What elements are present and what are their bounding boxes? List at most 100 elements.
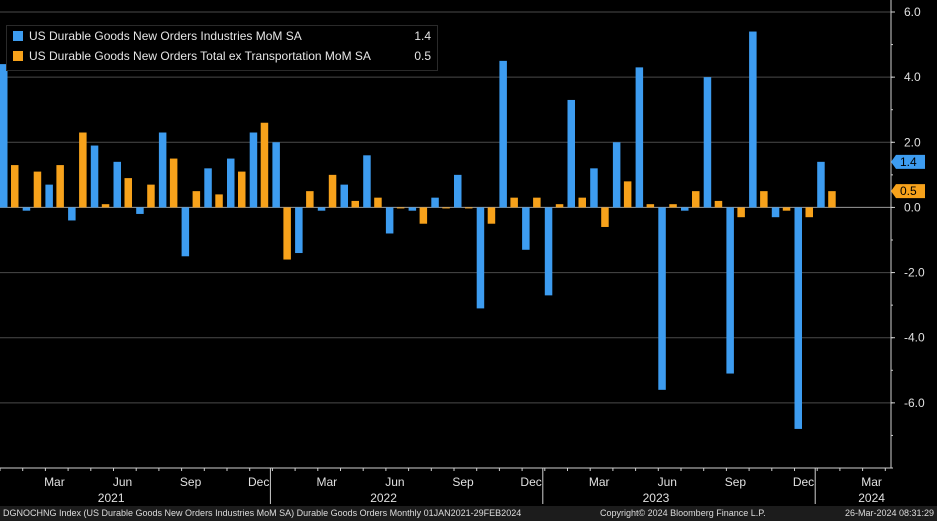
year-label: 2023 xyxy=(643,491,670,505)
bar xyxy=(340,184,348,208)
bar xyxy=(147,184,155,208)
y-tick-label: -2.0 xyxy=(904,266,925,280)
y-tick-label: 0.0 xyxy=(904,200,921,214)
x-tick-label: Jun xyxy=(113,475,132,489)
bar xyxy=(714,200,723,208)
bar xyxy=(260,122,269,208)
bar xyxy=(79,132,87,208)
legend-value: 1.4 xyxy=(414,29,431,43)
footer-source: DGNOCHNG Index (US Durable Goods New Ord… xyxy=(3,508,522,518)
year-label: 2021 xyxy=(98,491,125,505)
bar xyxy=(510,197,518,208)
bar xyxy=(158,132,167,208)
bar xyxy=(33,171,42,208)
x-tick-label: Mar xyxy=(316,475,337,489)
y-tick-label: -4.0 xyxy=(904,331,925,345)
legend-item-ex-transportation: US Durable Goods New Orders Total ex Tra… xyxy=(7,46,437,66)
x-tick-label: Jun xyxy=(658,475,677,489)
bar xyxy=(431,197,439,208)
bar xyxy=(555,204,564,208)
bar xyxy=(533,197,541,208)
bar xyxy=(227,158,235,208)
bar xyxy=(45,184,53,208)
bar xyxy=(396,207,405,209)
bar xyxy=(215,194,223,208)
bar xyxy=(465,207,473,209)
bar xyxy=(22,207,31,211)
bar xyxy=(351,200,359,208)
bar xyxy=(101,204,110,208)
legend-swatch-blue xyxy=(13,31,23,41)
bar xyxy=(782,207,791,211)
bar xyxy=(0,64,8,208)
bar xyxy=(442,207,450,209)
bar xyxy=(408,207,417,211)
bar xyxy=(646,204,655,208)
last-value-label: 0.5 xyxy=(900,184,917,198)
x-tick-label: Mar xyxy=(589,475,610,489)
bar xyxy=(317,207,326,211)
bar xyxy=(328,174,337,208)
x-tick-label: Sep xyxy=(452,475,474,489)
bar xyxy=(612,142,621,208)
bar xyxy=(578,197,586,208)
x-tick-label: Jun xyxy=(385,475,404,489)
last-value-label: 1.4 xyxy=(900,155,917,169)
legend-value: 0.5 xyxy=(414,49,431,63)
footer: DGNOCHNG Index (US Durable Goods New Ord… xyxy=(0,506,937,521)
bar xyxy=(828,191,836,208)
bar xyxy=(419,207,428,224)
bar xyxy=(669,204,677,208)
x-tick-label: Mar xyxy=(44,475,65,489)
y-tick-label: 6.0 xyxy=(904,5,921,19)
x-tick-label: Sep xyxy=(725,475,747,489)
bar xyxy=(238,171,246,208)
bar xyxy=(703,77,712,208)
x-tick-label: Mar xyxy=(861,475,882,489)
bar xyxy=(56,165,64,208)
x-tick-label: Dec xyxy=(793,475,814,489)
year-label: 2022 xyxy=(370,491,397,505)
bar xyxy=(169,158,178,208)
bar xyxy=(817,161,825,208)
bar xyxy=(476,207,485,309)
bar xyxy=(306,191,314,208)
bar xyxy=(658,207,666,390)
bar xyxy=(136,207,144,214)
x-tick-label: Dec xyxy=(520,475,541,489)
bar xyxy=(522,207,530,250)
bar xyxy=(681,207,689,211)
bar xyxy=(805,207,813,218)
legend-label: US Durable Goods New Orders Total ex Tra… xyxy=(29,49,371,63)
bar xyxy=(192,191,201,208)
bar xyxy=(590,168,598,208)
bar xyxy=(90,145,99,208)
bar xyxy=(181,207,190,257)
footer-copyright: Copyright© 2024 Bloomberg Finance L.P. xyxy=(600,508,766,518)
bar xyxy=(760,191,768,208)
bar xyxy=(374,197,382,208)
bar xyxy=(771,207,780,218)
bar xyxy=(726,207,734,374)
bar xyxy=(487,207,496,224)
legend-label: US Durable Goods New Orders Industries M… xyxy=(29,29,302,43)
x-tick-label: Sep xyxy=(180,475,202,489)
y-tick-label: 2.0 xyxy=(904,135,921,149)
last-value-marker xyxy=(891,184,925,199)
bar xyxy=(601,207,609,227)
bar xyxy=(363,155,371,208)
legend-swatch-orange xyxy=(13,51,23,61)
legend-item-industries: US Durable Goods New Orders Industries M… xyxy=(7,26,437,46)
chart: 6.0 4.0 2.0 0.0 -2.0 -4.0 -6.0 1.4 0.5 Mar Jun Sep D… xyxy=(0,0,925,505)
y-tick-label: -6.0 xyxy=(904,396,925,410)
y-tick-label: 4.0 xyxy=(904,70,921,84)
bar xyxy=(249,132,258,208)
bar xyxy=(295,207,303,254)
bar xyxy=(544,207,553,296)
bar xyxy=(623,181,632,208)
bar xyxy=(692,191,700,208)
last-value-marker xyxy=(891,154,925,169)
bar xyxy=(272,142,280,208)
bar xyxy=(635,67,644,208)
footer-timestamp: 26-Mar-2024 08:31:29 xyxy=(844,508,934,518)
